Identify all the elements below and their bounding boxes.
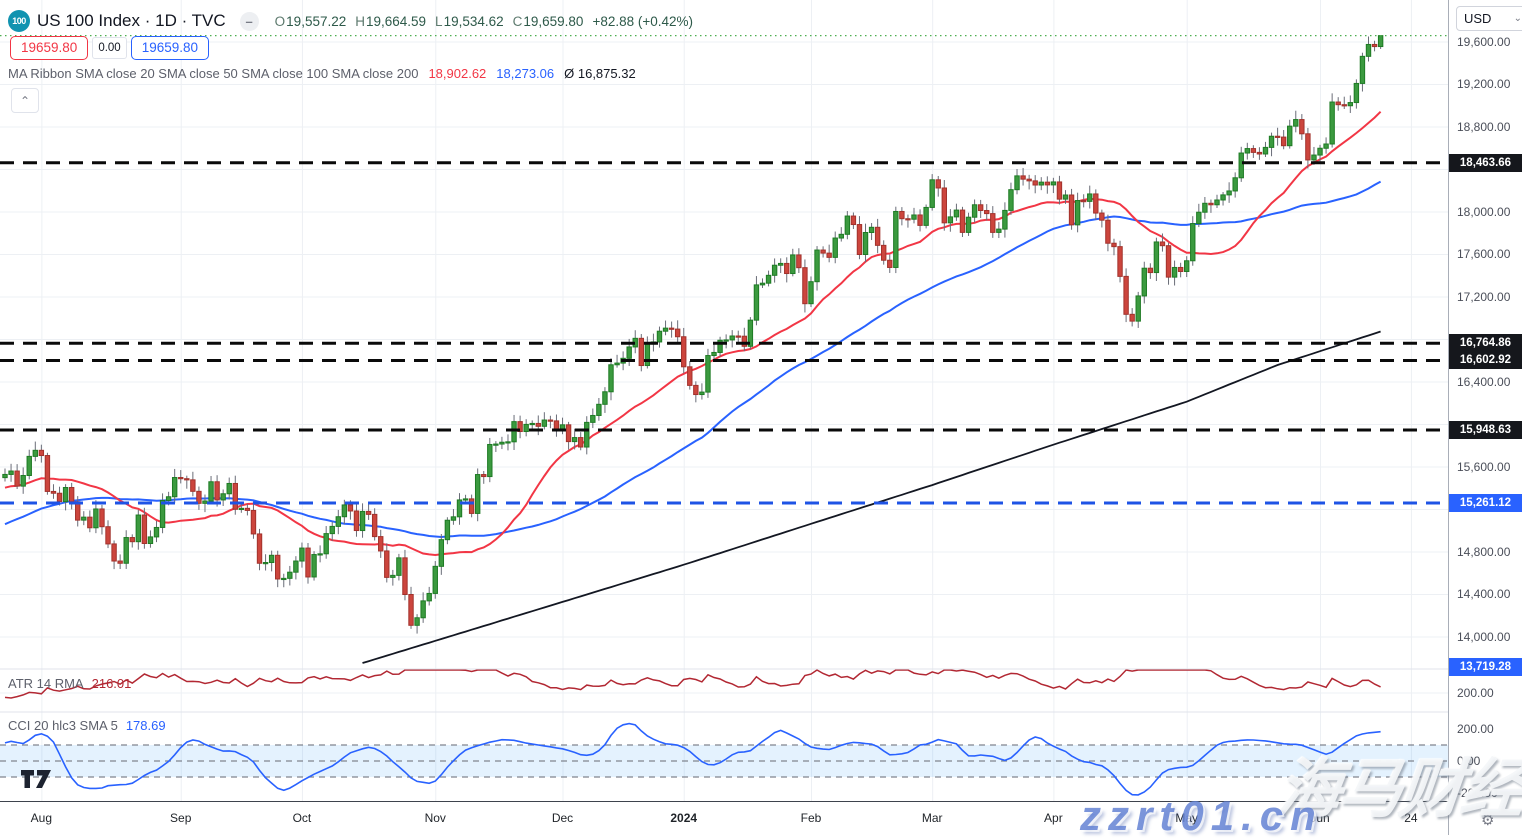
time-axis-label: Feb: [800, 811, 822, 825]
collapse-legend-button[interactable]: ⌃: [11, 88, 39, 113]
price-axis-label: -200.00: [1457, 786, 1498, 800]
currency-selector[interactable]: USD ⌄: [1456, 6, 1522, 31]
currency-label: USD: [1464, 11, 1492, 26]
low-value: 19,534.62: [443, 13, 504, 29]
price-axis-label: 14,800.00: [1457, 544, 1511, 559]
price-axis-label: 18,000.00: [1457, 204, 1511, 219]
time-axis-label: Nov: [424, 811, 446, 825]
atr-label: ATR 14 RMA: [8, 676, 84, 691]
buy-button[interactable]: 19659.80: [130, 36, 210, 60]
time-axis-label: Mar: [921, 811, 943, 825]
cci-value: 178.69: [125, 718, 166, 733]
sma200-value: Ø 16,875.32: [564, 66, 636, 81]
time-axis-label: 2024: [670, 811, 698, 825]
atr-value: 216.01: [91, 676, 132, 691]
cci-label: CCI 20 hlc3 SMA 5: [8, 718, 118, 733]
time-axis-label: 24: [1404, 811, 1418, 825]
close-value: 19,659.80: [523, 13, 584, 29]
price-axis-label: 18,800.00: [1457, 119, 1511, 134]
symbol-logo-icon: 100: [8, 10, 30, 32]
high-value: 19,664.59: [365, 13, 427, 29]
change-value: +82.88 (+0.42%): [592, 13, 694, 29]
trade-buttons: 19659.80 0.00 19659.80: [10, 36, 210, 60]
time-axis-label: Dec: [551, 811, 574, 825]
price-axis-label: 19,600.00: [1457, 35, 1511, 49]
hide-indicator-icon[interactable]: –: [239, 11, 259, 31]
time-axis-label: Sep: [170, 811, 192, 825]
time-axis-label: Aug: [30, 811, 53, 825]
sell-button[interactable]: 19659.80: [10, 36, 89, 60]
sma20-value: 18,902.62: [428, 66, 487, 81]
price-level-badge: 13,719.28: [1449, 657, 1522, 676]
price-axis-label: 15,600.00: [1457, 459, 1511, 474]
price-axis-label: 17,600.00: [1457, 247, 1511, 262]
price-axis-label: 17,200.00: [1457, 289, 1511, 304]
price-level-badge: 15,948.63: [1449, 420, 1522, 439]
price-axis-label: 14,000.00: [1457, 629, 1511, 644]
price-axis-label: 14,400.00: [1457, 587, 1511, 602]
time-axis-label: Apr: [1044, 811, 1063, 825]
price-axis-label: 0.00: [1457, 754, 1481, 768]
time-axis[interactable]: Aug Sep Oct Nov Dec 2024 Feb Mar Apr May Jun 24: [0, 801, 1448, 836]
price-level-badge: 16,764.86: [1449, 334, 1522, 353]
price-axis-label: 200.00: [1457, 686, 1494, 700]
sma50-value: 18,273.06: [496, 66, 555, 81]
time-axis-label: May: [1175, 811, 1199, 825]
price-level-badge: 16,602.92: [1449, 351, 1522, 370]
atr-pane-legend[interactable]: ATR 14 RMA 216.01: [8, 676, 131, 691]
price-axis-label: 19,200.00: [1457, 77, 1511, 92]
cci-pane-legend[interactable]: CCI 20 hlc3 SMA 5 178.69: [8, 718, 166, 733]
candlestick-series[interactable]: [2, 35, 1384, 634]
gear-icon[interactable]: ⚙: [1481, 812, 1495, 829]
ma-ribbon-legend[interactable]: MA Ribbon SMA close 20 SMA close 50 SMA …: [8, 66, 636, 81]
price-level-badge: 15,261.12: [1449, 494, 1522, 512]
chevron-down-icon: ⌄: [1513, 13, 1522, 24]
price-level-badge: 18,463.66: [1449, 153, 1522, 172]
tradingview-logo-icon[interactable]: [20, 768, 56, 790]
price-axis[interactable]: USD ⌄ 19,600.00 19,200.00 18,800.00 18,000.…: [1448, 0, 1522, 835]
time-axis-label: Oct: [292, 811, 312, 825]
spread-value: 0.00: [92, 37, 127, 59]
open-value: 19,557.22: [286, 13, 347, 29]
time-axis-label: Jun: [1310, 811, 1330, 825]
symbol-title[interactable]: US 100 Index · 1D · TVC: [37, 11, 226, 30]
ma-ribbon-label: MA Ribbon SMA close 20 SMA close 50 SMA …: [8, 66, 419, 81]
ohlc-values: O19,557.22 H19,664.59 L19,534.62 C19,659…: [274, 13, 694, 29]
chart-header: 100 US 100 Index · 1D · TVC – O19,557.22…: [8, 8, 693, 34]
price-axis-label: 16,400.00: [1457, 374, 1511, 389]
price-axis-label: 200.00: [1457, 722, 1494, 736]
